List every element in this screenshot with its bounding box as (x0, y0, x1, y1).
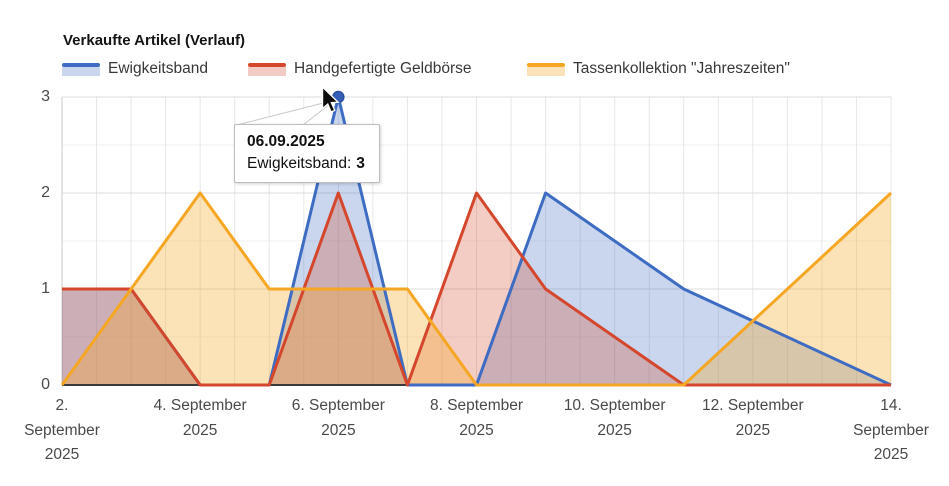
series-area-handgefertigte-geldb-rse (62, 193, 891, 385)
x-axis-label: 2. September 2025 (24, 397, 100, 463)
legend-item-tassenkollektion[interactable]: Tassenkollektion "Jahreszeiten" (527, 60, 790, 78)
series-line-tassenkollektion-jahreszeiten- (60, 191, 893, 387)
x-axis-label: 12. September 2025 (701, 397, 804, 439)
legend-swatch-icon (248, 63, 286, 76)
tooltip-date: 06.09.2025 (247, 133, 325, 150)
tooltip: 06.09.2025 Ewigkeitsband: 3 (234, 124, 380, 183)
legend-swatch-icon (62, 63, 100, 76)
x-axis-label: 14. September 2025 (853, 397, 929, 463)
mouse-cursor-icon (321, 85, 340, 113)
tooltip-callout (236, 99, 336, 126)
legend-item-ewigkeitsband[interactable]: Ewigkeitsband (62, 60, 208, 78)
legend-label: Tassenkollektion "Jahreszeiten" (573, 60, 790, 77)
y-axis-label: 3 (41, 88, 50, 105)
tooltip-series-label: Ewigkeitsband: (247, 155, 352, 172)
x-axis-label: 8. September 2025 (429, 397, 524, 439)
x-axis-label: 4. September 2025 (153, 397, 247, 439)
legend-swatch-icon (527, 63, 565, 76)
tooltip-series-line: Ewigkeitsband: 3 (247, 155, 365, 173)
tooltip-value: 3 (356, 155, 365, 172)
y-axis-label: 1 (41, 280, 50, 297)
legend-item-handgefertigte-geldboerse[interactable]: Handgefertigte Geldbörse (248, 60, 472, 78)
x-axis-label: 6. September 2025 (291, 397, 385, 439)
legend-label: Handgefertigte Geldbörse (294, 60, 472, 77)
series-area-tassenkollektion-jahreszeiten- (62, 193, 891, 385)
series-area-ewigkeitsband (62, 97, 891, 385)
x-axis-label: 10. September 2025 (563, 397, 666, 439)
y-axis-label: 2 (41, 184, 50, 201)
y-axis-label: 0 (41, 376, 50, 393)
legend-label: Ewigkeitsband (108, 60, 208, 77)
chart-title: Verkaufte Artikel (Verlauf) (63, 32, 246, 49)
